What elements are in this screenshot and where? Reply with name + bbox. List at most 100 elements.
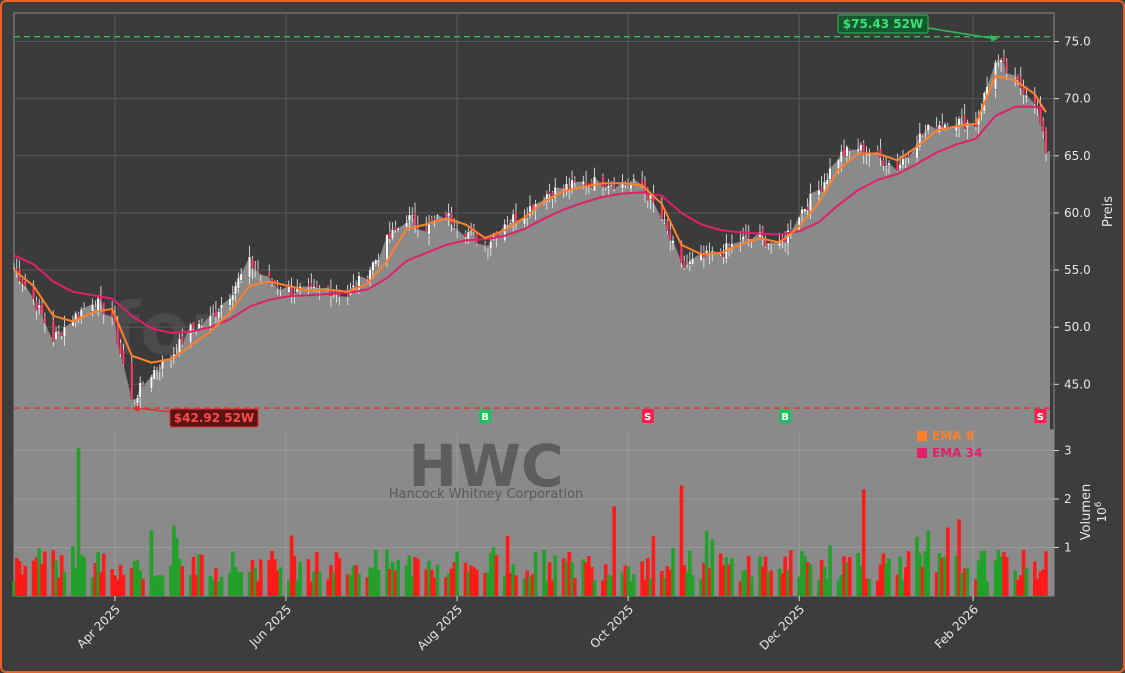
volume-bar bbox=[211, 579, 215, 596]
candle-body bbox=[548, 192, 551, 195]
candle-body bbox=[767, 242, 770, 247]
candle-body bbox=[346, 294, 350, 297]
candle-body bbox=[228, 298, 232, 306]
candle-body bbox=[365, 277, 369, 280]
volume-bar bbox=[93, 563, 98, 596]
candle-body bbox=[809, 193, 812, 211]
candle-body bbox=[887, 162, 891, 166]
volume-bar bbox=[710, 539, 715, 596]
candle-body bbox=[217, 311, 221, 319]
volume-bar bbox=[645, 558, 650, 596]
volume-y-axis: 1 2 3 bbox=[1054, 444, 1072, 555]
candle-body bbox=[668, 229, 672, 241]
candle-body bbox=[79, 309, 83, 318]
volume-bar bbox=[472, 567, 476, 596]
volume-bar bbox=[40, 564, 44, 596]
volume-bar bbox=[371, 568, 375, 596]
volume-bar bbox=[976, 560, 981, 596]
volume-bar bbox=[845, 562, 849, 596]
candle-body bbox=[102, 302, 106, 315]
candle-body bbox=[391, 229, 394, 239]
volume-bar bbox=[783, 556, 787, 596]
candle-body bbox=[150, 376, 153, 389]
volume-bar bbox=[819, 559, 824, 596]
candle-body bbox=[621, 181, 624, 189]
candle-body bbox=[738, 240, 742, 242]
candle-body bbox=[122, 350, 125, 365]
candle-body bbox=[326, 285, 330, 288]
candle-body bbox=[859, 144, 863, 151]
candle-body bbox=[881, 159, 885, 166]
signal-label: B bbox=[781, 412, 789, 423]
volume-bar bbox=[474, 569, 479, 596]
candle-body bbox=[797, 216, 801, 230]
candle-body bbox=[1005, 62, 1009, 74]
volume-bar bbox=[357, 573, 361, 596]
candle-body bbox=[1044, 129, 1048, 154]
volume-bar bbox=[275, 570, 280, 596]
volume-bar bbox=[957, 519, 961, 596]
volume-bar bbox=[390, 561, 395, 596]
candle-body bbox=[663, 219, 666, 222]
y-tick-label: 60.0 bbox=[1064, 206, 1091, 220]
candle-body bbox=[926, 124, 930, 132]
volume-bar bbox=[786, 570, 790, 596]
candle-body bbox=[806, 206, 809, 210]
volume-bar bbox=[1032, 561, 1037, 596]
volume-bar bbox=[354, 565, 358, 596]
volume-bar bbox=[508, 572, 513, 596]
volume-bar bbox=[368, 567, 372, 596]
candle-body bbox=[436, 214, 439, 217]
volume-bar bbox=[54, 560, 58, 596]
legend: EMA 8 EMA 34 bbox=[917, 429, 982, 460]
candle-body bbox=[93, 307, 97, 309]
candle-body bbox=[54, 331, 58, 340]
volume-bar bbox=[531, 574, 535, 596]
candle-body bbox=[374, 259, 378, 265]
low-52w-label: $42.92 52W bbox=[174, 411, 254, 425]
candle-body bbox=[1025, 95, 1028, 99]
volume-bar bbox=[769, 570, 773, 596]
volume-bar bbox=[348, 575, 353, 596]
ema-34-line bbox=[13, 105, 1047, 334]
candle-body bbox=[424, 227, 428, 232]
candle-body bbox=[427, 222, 431, 235]
candle-body bbox=[896, 161, 899, 171]
volume-bar bbox=[926, 530, 931, 596]
volume-bar bbox=[982, 550, 987, 596]
candle-body bbox=[57, 328, 61, 331]
high-52w-box bbox=[837, 14, 929, 34]
candle-body bbox=[256, 269, 260, 272]
candle-body bbox=[136, 397, 139, 404]
legend-label: EMA 34 bbox=[932, 446, 982, 460]
annotations: $75.43 52W $42.92 52W bbox=[131, 14, 999, 428]
volume-bar bbox=[920, 566, 925, 596]
volume-bar bbox=[803, 556, 807, 596]
candle-body bbox=[357, 275, 361, 292]
volume-bar bbox=[601, 580, 605, 596]
volume-bar bbox=[31, 560, 36, 596]
volume-bar bbox=[273, 559, 277, 596]
volume-bar bbox=[446, 573, 451, 596]
volume-bar bbox=[135, 560, 140, 596]
candle-body bbox=[35, 300, 38, 311]
volume-bar bbox=[682, 565, 687, 596]
candle-body bbox=[1041, 120, 1045, 132]
x-axis: Apr 2025 Jun 2025 Aug 2025 Oct 2025 Dec 2025… bbox=[74, 596, 981, 653]
candle-body bbox=[727, 245, 731, 248]
candle-body bbox=[856, 149, 860, 152]
candle-body bbox=[823, 181, 826, 191]
volume-bar bbox=[887, 558, 891, 596]
volume-bar bbox=[730, 558, 734, 596]
candle-body bbox=[884, 165, 888, 168]
volume-bar bbox=[233, 567, 238, 596]
candle-body bbox=[253, 269, 257, 271]
volume-bar bbox=[197, 554, 201, 596]
volume-bar bbox=[864, 578, 869, 596]
volume-bar bbox=[502, 576, 507, 596]
volume-bar bbox=[934, 572, 939, 596]
volume-bar bbox=[690, 575, 695, 596]
volume-bar bbox=[258, 559, 263, 596]
candle-body bbox=[699, 252, 703, 261]
